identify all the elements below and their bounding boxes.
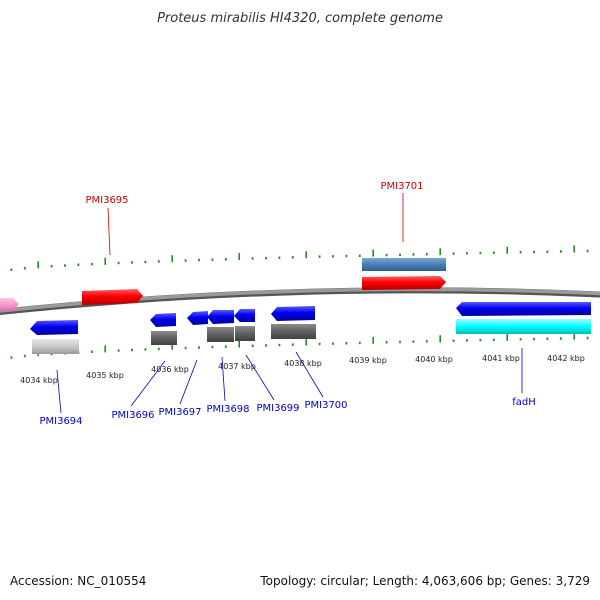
other-feature-arrow[interactable] [0, 298, 19, 311]
map-title: Proteus mirabilis HI4320, complete genom… [157, 11, 443, 26]
scale-label: 4036 kbp [151, 365, 189, 374]
gene-pmi3696[interactable] [151, 331, 177, 345]
scale-label: 4042 kbp [547, 354, 585, 363]
gene-pmi3700[interactable] [271, 324, 316, 339]
scale-label: 4041 kbp [482, 354, 520, 363]
cds-arrow-pmi3700[interactable] [271, 306, 315, 321]
cds-arrow-pmi3694[interactable] [30, 320, 78, 335]
cds-arrow-pmi3698[interactable] [207, 310, 234, 324]
label-pmi3695[interactable]: PMI3695 [85, 195, 128, 206]
label-pmi3699[interactable]: PMI3699 [256, 403, 299, 414]
label-pmi3696[interactable]: PMI3696 [111, 410, 154, 421]
cds-arrow-pmi3695[interactable] [82, 289, 143, 305]
label-pmi3700[interactable]: PMI3700 [304, 400, 347, 411]
label-pmi3694[interactable]: PMI3694 [39, 416, 82, 427]
genome-summary-text: Topology: circular; Length: 4,063,606 bp… [259, 574, 590, 588]
scale-label: 4035 kbp [86, 371, 124, 380]
outer-tick-ring [10, 245, 589, 271]
gene-pmi3694[interactable] [32, 339, 79, 354]
cds-arrow-pmi3699[interactable] [234, 309, 255, 322]
backbone [0, 287, 600, 313]
gene-fadh[interactable] [456, 319, 591, 334]
cds-arrow-pmi3697[interactable] [187, 311, 208, 325]
scale-label: 4040 kbp [415, 355, 453, 364]
accession-text: Accession: NC_010554 [10, 574, 146, 588]
cds-arrow-pmi3701[interactable] [362, 276, 446, 290]
gene-pmi3699[interactable] [235, 326, 255, 341]
label-fadh[interactable]: fadH [512, 397, 536, 408]
scale-label: 4037 kbp [218, 362, 256, 371]
label-pmi3701[interactable]: PMI3701 [380, 181, 423, 192]
scale-label: 4039 kbp [349, 356, 387, 365]
gene-pmi3698[interactable] [207, 327, 234, 342]
cds-arrow-pmi3696[interactable] [150, 313, 176, 327]
label-pmi3698[interactable]: PMI3698 [206, 404, 249, 415]
cds-arrow-fadh[interactable] [456, 302, 591, 316]
label-pmi3697[interactable]: PMI3697 [158, 407, 201, 418]
scale-label: 4034 kbp [20, 376, 58, 385]
gene-pmi3701[interactable] [362, 258, 446, 271]
label-leaders [56, 193, 523, 414]
